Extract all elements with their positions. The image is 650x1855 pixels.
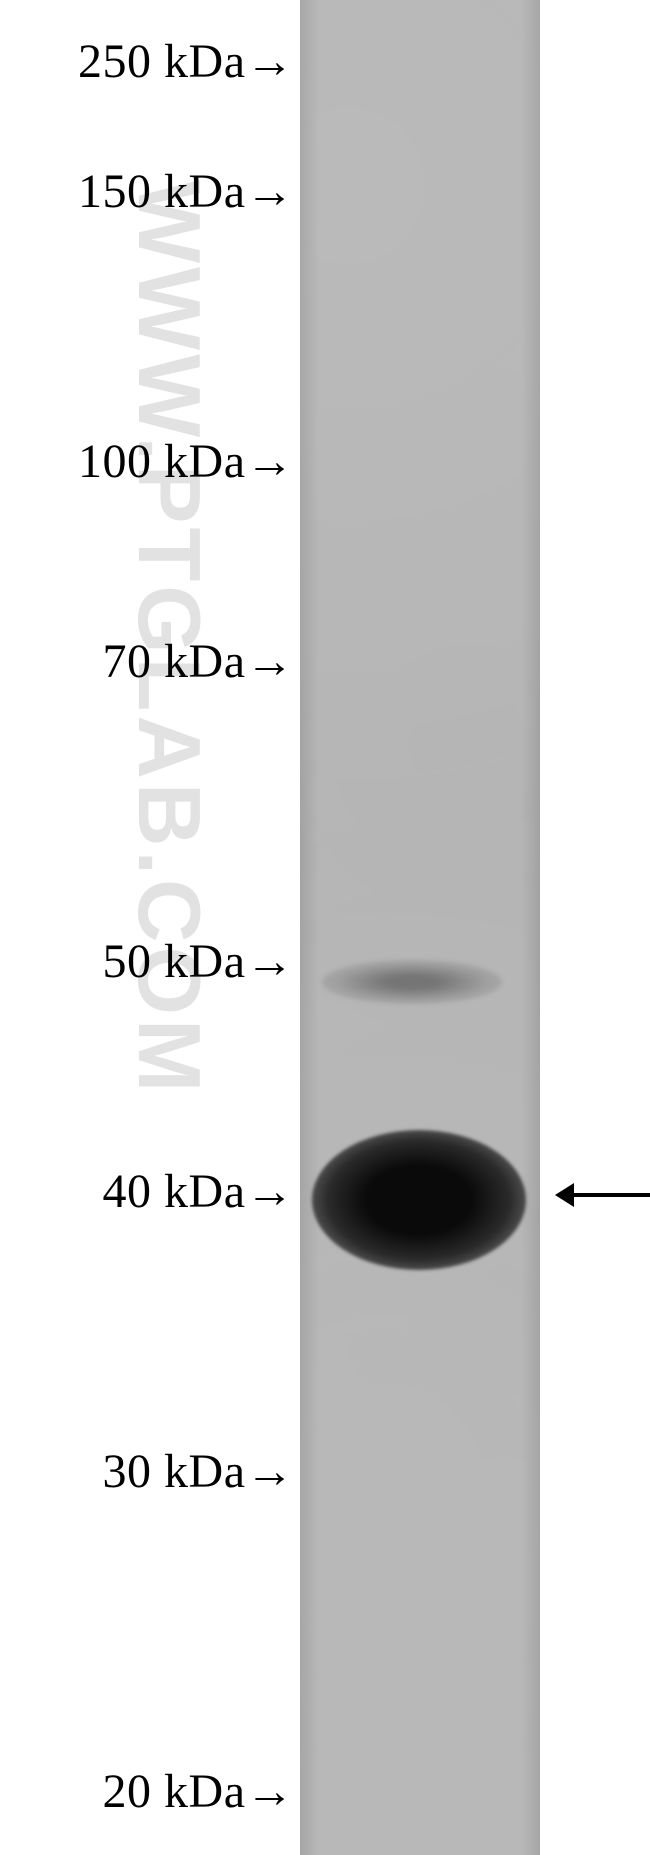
ladder-marker-text: 70 kDa bbox=[103, 635, 246, 688]
right-arrow-icon: → bbox=[246, 934, 295, 989]
arrow-shaft bbox=[574, 1193, 650, 1197]
ladder-marker-label: 50 kDa→ bbox=[103, 934, 294, 989]
ladder-marker-label: 70 kDa→ bbox=[103, 634, 294, 689]
ladder-marker-text: 100 kDa bbox=[78, 435, 245, 488]
ladder-marker-text: 50 kDa bbox=[103, 935, 246, 988]
ladder-marker-label: 250 kDa→ bbox=[78, 34, 294, 89]
ladder-marker-label: 150 kDa→ bbox=[78, 164, 294, 219]
ladder-marker-label: 30 kDa→ bbox=[103, 1444, 294, 1499]
right-arrow-icon: → bbox=[246, 164, 295, 219]
main-band-40kDa bbox=[312, 1130, 526, 1270]
right-arrow-icon: → bbox=[246, 1164, 295, 1219]
arrow-head-icon bbox=[555, 1183, 574, 1207]
right-arrow-icon: → bbox=[246, 1764, 295, 1819]
right-arrow-icon: → bbox=[246, 34, 295, 89]
ladder-marker-text: 250 kDa bbox=[78, 35, 245, 88]
ladder-marker-label: 40 kDa→ bbox=[103, 1164, 294, 1219]
faint-band-50kDa bbox=[322, 960, 502, 1004]
ladder-marker-text: 30 kDa bbox=[103, 1445, 246, 1498]
ladder-marker-label: 20 kDa→ bbox=[103, 1764, 294, 1819]
ladder-marker-text: 20 kDa bbox=[103, 1765, 246, 1818]
western-blot-figure: WWW.PTGLAB.COM 250 kDa→150 kDa→100 kDa→7… bbox=[0, 0, 650, 1855]
ladder-marker-text: 40 kDa bbox=[103, 1165, 246, 1218]
right-arrow-icon: → bbox=[246, 1444, 295, 1499]
band-indicator-arrow bbox=[555, 1183, 650, 1207]
ladder-marker-label: 100 kDa→ bbox=[78, 434, 294, 489]
ladder-marker-text: 150 kDa bbox=[78, 165, 245, 218]
lane-texture bbox=[300, 0, 540, 1855]
right-arrow-icon: → bbox=[246, 434, 295, 489]
right-arrow-icon: → bbox=[246, 634, 295, 689]
blot-lane bbox=[300, 0, 540, 1855]
